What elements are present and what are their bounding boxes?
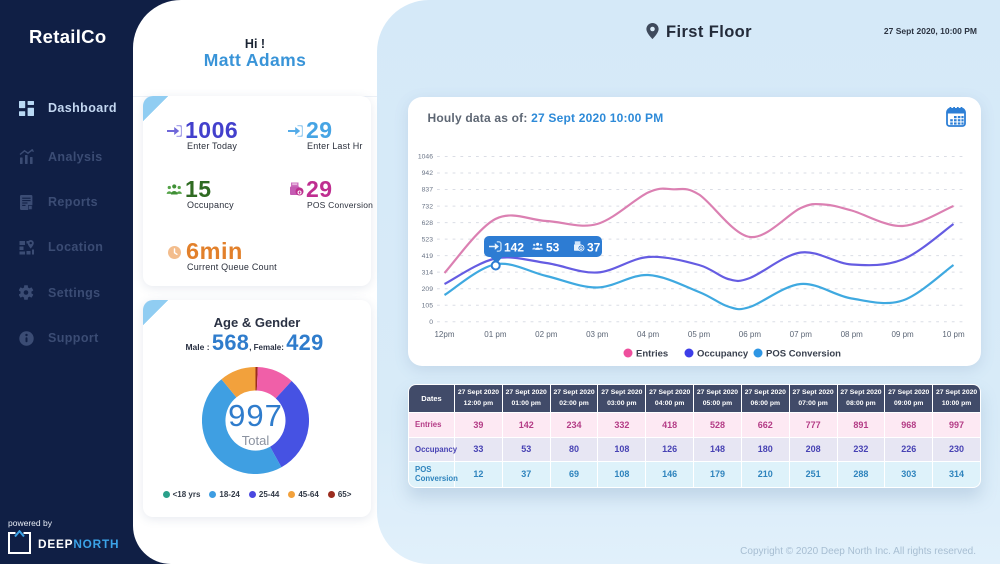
svg-text:o: o [579, 246, 583, 252]
svg-text:942: 942 [422, 170, 434, 177]
svg-text:POS Conversion: POS Conversion [766, 349, 841, 360]
svg-text:53: 53 [546, 241, 560, 255]
svg-text:419: 419 [422, 253, 434, 260]
svg-text:06 pm: 06 pm [739, 330, 762, 339]
svg-text:209: 209 [422, 286, 434, 293]
svg-text:314: 314 [422, 269, 434, 276]
svg-text:10 pm: 10 pm [942, 330, 965, 339]
svg-text:105: 105 [422, 302, 434, 309]
svg-text:Occupancy: Occupancy [697, 349, 749, 360]
svg-text:DEEPNORTH: DEEPNORTH [38, 537, 119, 551]
svg-text:1046: 1046 [418, 154, 433, 161]
svg-text:0: 0 [429, 319, 433, 326]
svg-text:628: 628 [422, 220, 434, 227]
svg-text:05 pm: 05 pm [688, 330, 711, 339]
svg-text:Entries: Entries [636, 349, 668, 360]
svg-text:837: 837 [422, 187, 434, 194]
svg-text:01 pm: 01 pm [484, 330, 507, 339]
svg-text:37: 37 [587, 241, 601, 255]
svg-text:08 pm: 08 pm [841, 330, 864, 339]
svg-text:02 pm: 02 pm [535, 330, 558, 339]
svg-text:142: 142 [504, 241, 524, 255]
svg-text:04 pm: 04 pm [637, 330, 660, 339]
svg-text:12pm: 12pm [434, 330, 454, 339]
svg-text:523: 523 [422, 236, 434, 243]
svg-text:09 pm: 09 pm [891, 330, 914, 339]
svg-text:07 pm: 07 pm [790, 330, 813, 339]
svg-text:03 pm: 03 pm [586, 330, 609, 339]
svg-text:732: 732 [422, 203, 434, 210]
svg-text:o: o [297, 187, 302, 196]
